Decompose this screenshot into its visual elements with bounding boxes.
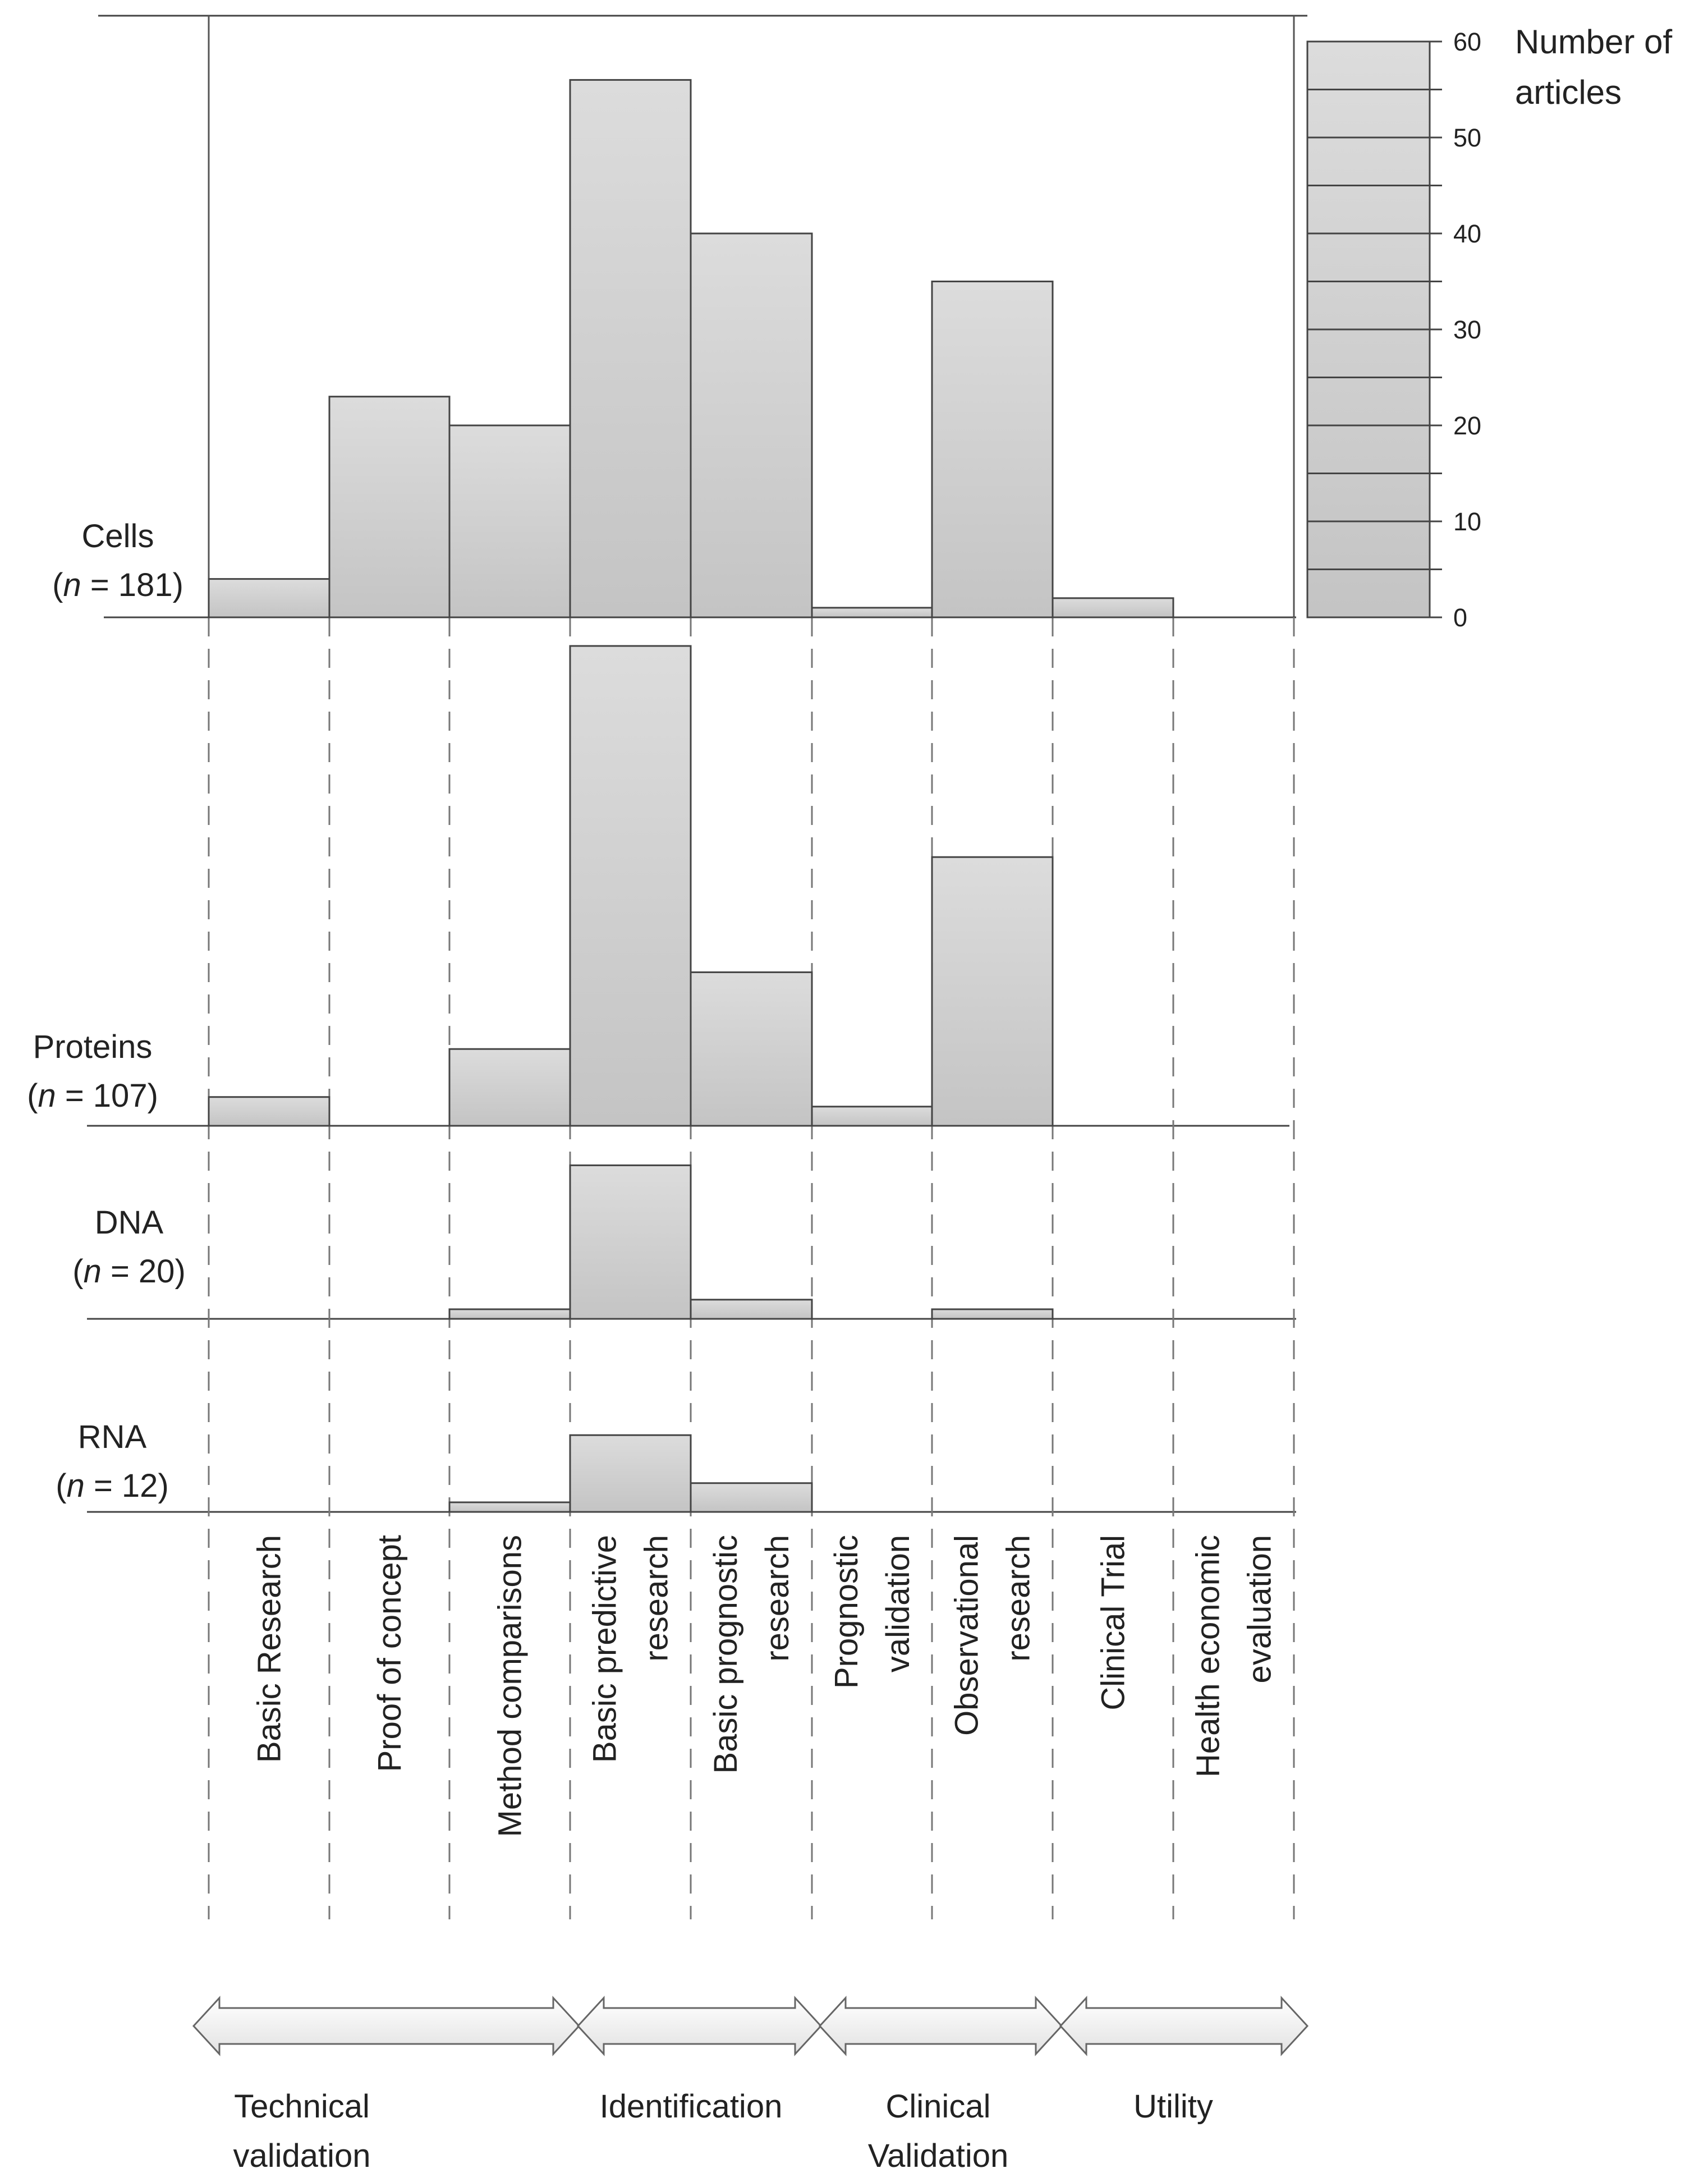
row-label-proteins: Proteins bbox=[33, 1029, 153, 1065]
phase-arrow bbox=[1059, 1996, 1309, 2056]
bar-dna-basic-predictive-research bbox=[569, 1164, 692, 1320]
bar-cells-proof-of-concept bbox=[328, 396, 451, 618]
category-label-basic-prognostic-research: Basic prognostic bbox=[708, 1535, 744, 1774]
bar-cells-basic-prognostic-research bbox=[690, 232, 813, 618]
bar-cells-method-comparisons bbox=[448, 424, 571, 618]
phase-label: Identification bbox=[600, 2088, 783, 2125]
bar-rna-basic-predictive-research bbox=[569, 1434, 692, 1513]
category-label-health-economic-evaluation: evaluation bbox=[1242, 1535, 1278, 1683]
row-label-rna: RNA bbox=[78, 1419, 147, 1455]
y-tick-label: 40 bbox=[1453, 219, 1481, 248]
y-tick-label: 0 bbox=[1453, 603, 1467, 632]
bar-cells-clinical-trial bbox=[1052, 597, 1174, 618]
category-label-health-economic-evaluation: Health economic bbox=[1190, 1535, 1227, 1777]
bar-proteins-basic-research bbox=[208, 1096, 330, 1127]
category-label-clinical-trial: Clinical Trial bbox=[1095, 1535, 1132, 1711]
category-label-basic-prognostic-research: research bbox=[759, 1535, 796, 1662]
y-tick-label: 30 bbox=[1453, 315, 1481, 344]
phase-arrows: Technical validation Identification Clinica… bbox=[192, 1996, 1309, 2174]
y-tick-label: 20 bbox=[1453, 411, 1481, 440]
phase-label: Clinical bbox=[886, 2088, 991, 2125]
category-label-prognostic-validation: Prognostic bbox=[828, 1535, 865, 1689]
bar-dna-observational-research bbox=[931, 1308, 1054, 1320]
category-label-basic-research: Basic Research bbox=[251, 1535, 288, 1763]
row-count-proteins: (n = 107) bbox=[27, 1078, 158, 1114]
y-axis-title: articles bbox=[1515, 74, 1622, 111]
bar-rna-basic-prognostic-research bbox=[690, 1482, 813, 1513]
bar-cells-prognostic-validation bbox=[811, 607, 933, 618]
bar-proteins-prognostic-validation bbox=[811, 1106, 933, 1127]
phase-arrow bbox=[576, 1996, 823, 2056]
phase-arrow bbox=[818, 1996, 1063, 2056]
bar-proteins-basic-prognostic-research bbox=[690, 971, 813, 1127]
bar-cells-basic-research bbox=[208, 578, 330, 618]
bar-proteins-method-comparisons bbox=[448, 1048, 571, 1127]
row-count-cells: (n = 181) bbox=[52, 567, 183, 603]
category-label-observational-research: research bbox=[1000, 1535, 1037, 1662]
bar-proteins-observational-research bbox=[931, 856, 1054, 1127]
y-tick-label: 60 bbox=[1453, 27, 1481, 56]
y-axis-scale: 0 10 20 30 40 50 60 Number of articles bbox=[1306, 23, 1672, 632]
y-axis-title: Number of bbox=[1515, 23, 1672, 61]
category-label-basic-predictive-research: research bbox=[639, 1535, 675, 1662]
bar-proteins-basic-predictive-research bbox=[569, 645, 692, 1127]
bars bbox=[208, 79, 1174, 1513]
category-label-method-comparisons: Method comparisons bbox=[492, 1535, 529, 1837]
phase-label: validation bbox=[233, 2138, 370, 2174]
phase-arrow bbox=[192, 1996, 581, 2056]
phase-label: Validation bbox=[868, 2138, 1008, 2174]
y-tick-label: 50 bbox=[1453, 123, 1481, 152]
row-count-dna: (n = 20) bbox=[72, 1253, 186, 1290]
row-count-rna: (n = 12) bbox=[56, 1468, 169, 1504]
bar-cells-observational-research bbox=[931, 281, 1054, 618]
phase-label: Technical bbox=[234, 2088, 370, 2125]
category-label-proof-of-concept: Proof of concept bbox=[371, 1535, 408, 1772]
row-label-cells: Cells bbox=[82, 518, 154, 554]
phase-label: Utility bbox=[1133, 2088, 1213, 2125]
category-label-prognostic-validation: validation bbox=[880, 1535, 916, 1672]
bar-dna-basic-prognostic-research bbox=[690, 1299, 813, 1320]
bar-dna-method-comparisons bbox=[448, 1308, 571, 1320]
bar-cells-basic-predictive-research bbox=[569, 79, 692, 618]
row-label-dna: DNA bbox=[95, 1204, 164, 1241]
y-tick-label: 10 bbox=[1453, 507, 1481, 536]
category-label-observational-research: Observational bbox=[949, 1535, 985, 1736]
bar-rna-method-comparisons bbox=[448, 1501, 571, 1513]
category-label-basic-predictive-research: Basic predictive bbox=[587, 1535, 623, 1763]
chart-labels: Cells (n = 181) Proteins (n = 107) DNA (n = 2… bbox=[27, 518, 1278, 1837]
